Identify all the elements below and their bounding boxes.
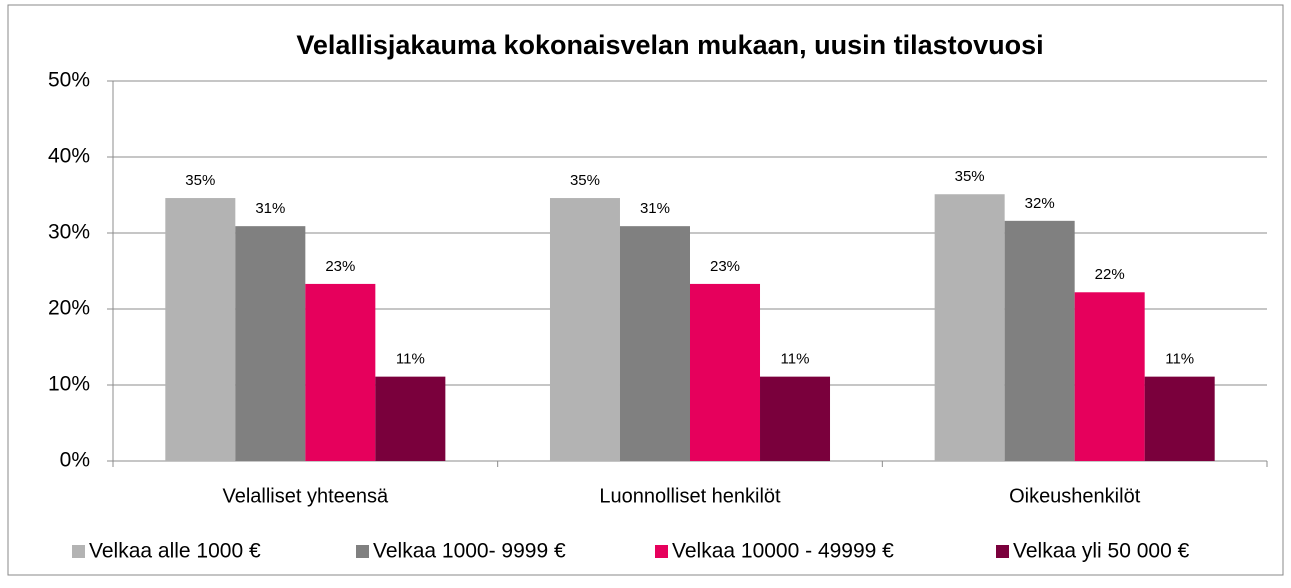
bar (760, 376, 831, 461)
value-label: 22% (1095, 266, 1125, 283)
bar (934, 194, 1005, 462)
legend-label: Velkaa 10000 - 49999 € (672, 540, 894, 563)
y-tick-label: 20% (48, 297, 90, 320)
bar (1004, 220, 1075, 461)
bar (375, 376, 446, 461)
value-label: 32% (1025, 195, 1055, 212)
legend-swatch (72, 545, 85, 558)
y-tick-label: 30% (48, 221, 90, 244)
y-tick-label: 50% (48, 69, 90, 92)
value-label: 31% (255, 200, 285, 217)
value-label: 23% (325, 258, 355, 275)
legend-swatch (996, 545, 1009, 558)
legend-label: Velkaa yli 50 000 € (1013, 540, 1190, 563)
value-label: 31% (640, 200, 670, 217)
y-tick-label: 0% (60, 449, 90, 472)
bar (1074, 292, 1145, 461)
bar (305, 283, 376, 461)
legend-swatch (655, 545, 668, 558)
bar (619, 226, 690, 461)
value-label: 35% (570, 172, 600, 189)
legend-label: Velkaa alle 1000 € (89, 540, 261, 563)
legend-swatch (356, 545, 369, 558)
x-tick-label: Oikeushenkilöt (1009, 485, 1141, 507)
bar (165, 198, 236, 462)
bar (690, 283, 761, 461)
chart-title: Velallisjakauma kokonaisvelan mukaan, uu… (296, 30, 1043, 60)
value-label: 23% (710, 258, 740, 275)
bar (549, 198, 620, 462)
value-label: 11% (781, 351, 810, 368)
x-tick-label: Velalliset yhteensä (222, 485, 389, 507)
y-tick-label: 10% (48, 373, 90, 396)
value-label: 11% (1165, 351, 1194, 368)
legend-label: Velkaa 1000- 9999 € (373, 540, 566, 563)
value-label: 35% (955, 168, 985, 185)
bar (1144, 376, 1215, 461)
value-label: 11% (396, 351, 425, 368)
y-tick-label: 40% (48, 145, 90, 168)
value-label: 35% (185, 172, 215, 189)
bar (235, 226, 306, 461)
x-tick-label: Luonnolliset henkilöt (599, 485, 781, 507)
